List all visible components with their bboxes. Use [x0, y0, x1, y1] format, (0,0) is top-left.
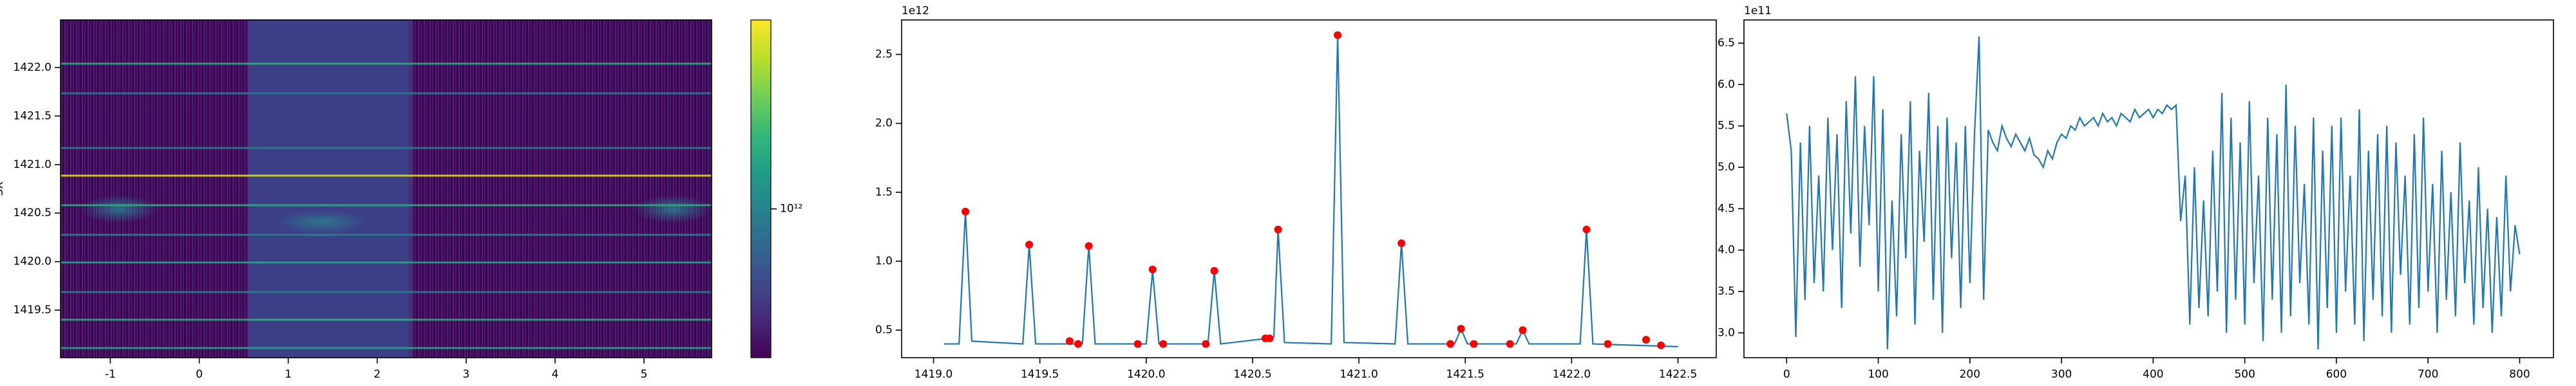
- x-tick-label: 3: [462, 368, 469, 381]
- y-axis-label: SX: [0, 181, 6, 196]
- peak-marker: [1265, 335, 1274, 342]
- y-tick-label: 5.0: [1718, 161, 1735, 174]
- x-tick-label: 0: [196, 368, 203, 381]
- data-line: [1786, 36, 2521, 350]
- y-tick-label: 6.0: [1718, 78, 1735, 91]
- x-tick-label: 1420.5: [1233, 368, 1271, 381]
- y-tick-label: 1422.0: [14, 61, 52, 74]
- axes-frame: [1743, 19, 2554, 358]
- peak-marker: [1446, 340, 1455, 348]
- peak-marker: [1202, 340, 1210, 348]
- x-tick-label: 300: [2051, 368, 2072, 381]
- x-tick-label: 0: [1783, 368, 1790, 381]
- y-tick-label: 4.5: [1718, 202, 1735, 215]
- peak-marker: [1274, 225, 1282, 234]
- y-tick-label: 4.0: [1718, 244, 1735, 257]
- peak-marker: [1657, 341, 1665, 349]
- x-tick-label: 4: [552, 368, 559, 381]
- peak-marker: [1065, 337, 1074, 345]
- x-tick-label: 1419.5: [1021, 368, 1059, 381]
- y-tick-label: 1420.5: [14, 207, 52, 219]
- axes-frame: [901, 19, 1717, 358]
- x-tick-label: 1421.0: [1340, 368, 1378, 381]
- offset-label: 1e11: [1744, 5, 1772, 17]
- peak-marker: [1210, 267, 1218, 275]
- offset-label: 1e12: [902, 5, 929, 17]
- peak-marker: [1642, 336, 1651, 344]
- y-tick-label: 2.5: [875, 48, 893, 61]
- peak-marker: [1133, 340, 1142, 348]
- y-tick-label: 2.0: [875, 117, 893, 130]
- colorbar-tick-label: 10¹²: [780, 203, 802, 216]
- axes-frame: [60, 19, 712, 358]
- peak-marker: [1025, 241, 1034, 249]
- peak-marker: [1457, 325, 1465, 333]
- y-tick-label: 6.5: [1718, 37, 1735, 50]
- peak-marker: [1159, 340, 1168, 348]
- peak-marker: [1470, 340, 1478, 348]
- x-tick-label: 400: [2143, 368, 2163, 381]
- peak-marker: [1506, 340, 1514, 348]
- peak-marker: [1519, 326, 1527, 335]
- x-tick-label: 500: [2234, 368, 2255, 381]
- peak-marker: [1334, 31, 1342, 39]
- y-tick-label: 1419.5: [14, 304, 52, 317]
- peak-marker: [1604, 340, 1612, 348]
- y-tick-label: 1420.0: [14, 255, 52, 268]
- x-tick-label: 2: [374, 368, 381, 381]
- y-tick-label: 1421.5: [14, 109, 52, 122]
- y-tick-label: 1421.0: [14, 158, 52, 171]
- y-tick-label: 0.5: [875, 324, 893, 336]
- x-tick-label: 1: [285, 368, 292, 381]
- x-tick-label: 5: [641, 368, 648, 381]
- x-tick-label: 700: [2418, 368, 2438, 381]
- peak-marker: [1074, 340, 1083, 348]
- y-tick-label: 5.5: [1718, 120, 1735, 133]
- y-tick-label: 1.5: [875, 186, 893, 199]
- peak-marker: [1148, 265, 1157, 273]
- peak-marker: [1582, 225, 1591, 234]
- x-tick-label: 1419.0: [914, 368, 952, 381]
- x-tick-label: 100: [1868, 368, 1888, 381]
- peak-marker: [1084, 242, 1093, 250]
- x-tick-label: 1422.0: [1553, 368, 1591, 381]
- y-tick-label: 3.5: [1718, 285, 1735, 298]
- x-tick-label: 200: [1960, 368, 1980, 381]
- heatmap-image: [61, 20, 712, 358]
- x-tick-label: 600: [2326, 368, 2347, 381]
- y-tick-label: 3.0: [1718, 326, 1735, 339]
- peak-marker: [961, 207, 970, 216]
- x-tick-label: 800: [2509, 368, 2530, 381]
- x-tick-label: 1420.0: [1127, 368, 1165, 381]
- x-tick-label: 1422.5: [1659, 368, 1697, 381]
- x-tick-label: -1: [105, 368, 116, 381]
- peak-marker: [1397, 239, 1406, 248]
- colorbar: [750, 19, 772, 358]
- data-line: [944, 35, 1678, 347]
- y-tick-label: 1.0: [875, 255, 893, 268]
- x-tick-label: 1421.5: [1446, 368, 1484, 381]
